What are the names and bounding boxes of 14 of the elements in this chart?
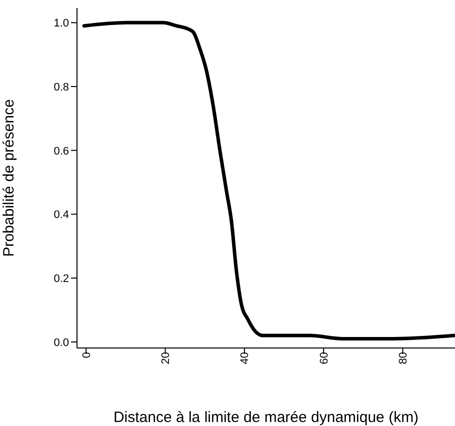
y-tick-label: 0.8: [54, 81, 69, 94]
x-tick-label: 60: [318, 352, 330, 364]
y-tick-label: 0.4: [54, 209, 69, 222]
y-axis-title: Probabilité de présence: [0, 99, 18, 257]
x-tick-label: 80: [398, 352, 410, 364]
x-tick-label: 0: [80, 352, 93, 358]
x-tick-label: 20: [160, 352, 172, 364]
y-tick-label: 0.6: [54, 145, 69, 158]
x-axis-title: Distance à la limite de marée dynamique (km): [113, 409, 419, 426]
line-series: [82, 20, 455, 340]
y-tick-label: 0.2: [54, 272, 69, 285]
y-tick-label: 1.0: [54, 18, 69, 30]
y-tick-label: 0.0: [54, 336, 69, 349]
x-tick-label: 40: [239, 352, 252, 364]
